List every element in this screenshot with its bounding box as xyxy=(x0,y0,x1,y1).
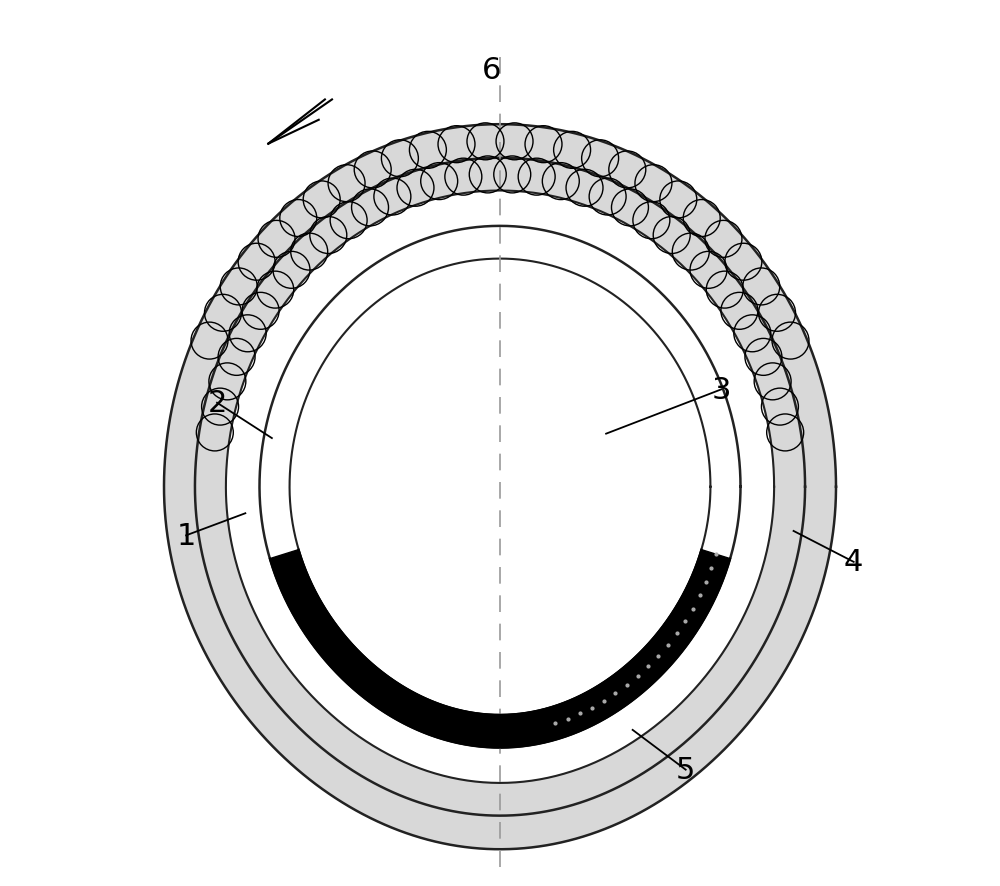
Polygon shape xyxy=(164,125,836,850)
Text: 4: 4 xyxy=(844,548,863,577)
Text: 5: 5 xyxy=(676,755,695,784)
Polygon shape xyxy=(290,260,710,715)
Text: 1: 1 xyxy=(176,521,196,550)
Text: 3: 3 xyxy=(711,376,731,405)
Text: 2: 2 xyxy=(207,389,227,417)
Text: 6: 6 xyxy=(481,56,501,85)
Polygon shape xyxy=(270,550,730,748)
